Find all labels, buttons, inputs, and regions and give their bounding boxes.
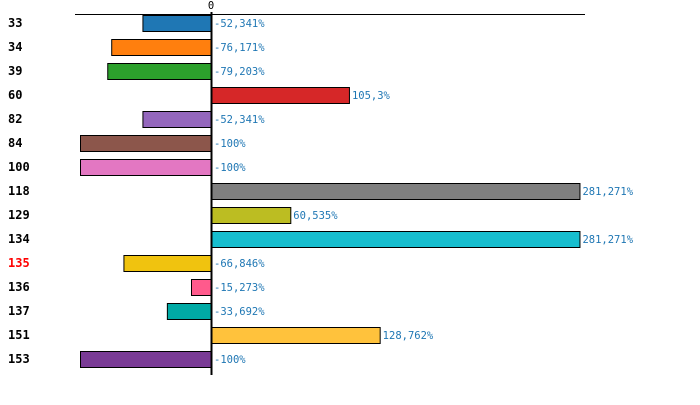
value-label: -100% xyxy=(214,354,246,366)
value-label: 281,271% xyxy=(582,234,633,246)
category-label: 151 xyxy=(8,328,30,342)
value-label: 60,535% xyxy=(293,210,338,222)
category-label: 153 xyxy=(8,352,30,366)
bar-33 xyxy=(142,15,212,32)
value-label: 128,762% xyxy=(383,330,434,342)
bar-129 xyxy=(211,207,292,224)
value-label: -76,171% xyxy=(214,42,265,54)
value-label: -100% xyxy=(214,162,246,174)
bar-134 xyxy=(211,231,581,248)
category-label: 100 xyxy=(8,160,30,174)
value-label: -100% xyxy=(214,138,246,150)
category-label: 82 xyxy=(8,112,22,126)
category-label: 118 xyxy=(8,184,30,198)
bar-100 xyxy=(80,159,212,176)
category-label: 34 xyxy=(8,40,22,54)
value-label: -52,341% xyxy=(214,18,265,30)
bar-60 xyxy=(211,87,350,104)
bar-137 xyxy=(166,303,212,320)
category-label: 39 xyxy=(8,64,22,78)
bar-118 xyxy=(211,183,581,200)
bar-82 xyxy=(142,111,212,128)
bar-84 xyxy=(80,135,212,152)
category-label: 33 xyxy=(8,16,22,30)
category-label: 129 xyxy=(8,208,30,222)
bar-34 xyxy=(111,39,212,56)
value-label: -79,203% xyxy=(214,66,265,78)
bar-39 xyxy=(107,63,212,80)
category-label: 137 xyxy=(8,304,30,318)
category-label: 135 xyxy=(8,256,30,270)
value-label: 281,271% xyxy=(582,186,633,198)
bar-136 xyxy=(190,279,212,296)
value-label: 105,3% xyxy=(352,90,391,102)
value-label: -33,692% xyxy=(214,306,265,318)
bar-151 xyxy=(211,327,381,344)
bar-153 xyxy=(80,351,212,368)
bar-135 xyxy=(123,255,212,272)
category-label: 84 xyxy=(8,136,22,150)
zero-tick-label: 0 xyxy=(208,0,214,12)
value-label: -15,273% xyxy=(214,282,265,294)
value-label: -52,341% xyxy=(214,114,265,126)
category-label: 136 xyxy=(8,280,30,294)
category-label: 60 xyxy=(8,88,22,102)
value-label: -66,846% xyxy=(214,258,265,270)
category-label: 134 xyxy=(8,232,30,246)
